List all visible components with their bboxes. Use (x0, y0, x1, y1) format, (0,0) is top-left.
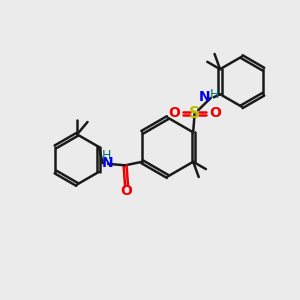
Text: N: N (102, 156, 113, 170)
Text: H: H (210, 88, 219, 101)
Text: H: H (102, 149, 112, 162)
Text: S: S (189, 106, 200, 121)
Text: O: O (209, 106, 221, 120)
Text: O: O (121, 184, 133, 198)
Text: N: N (199, 90, 211, 104)
Text: O: O (168, 106, 180, 120)
